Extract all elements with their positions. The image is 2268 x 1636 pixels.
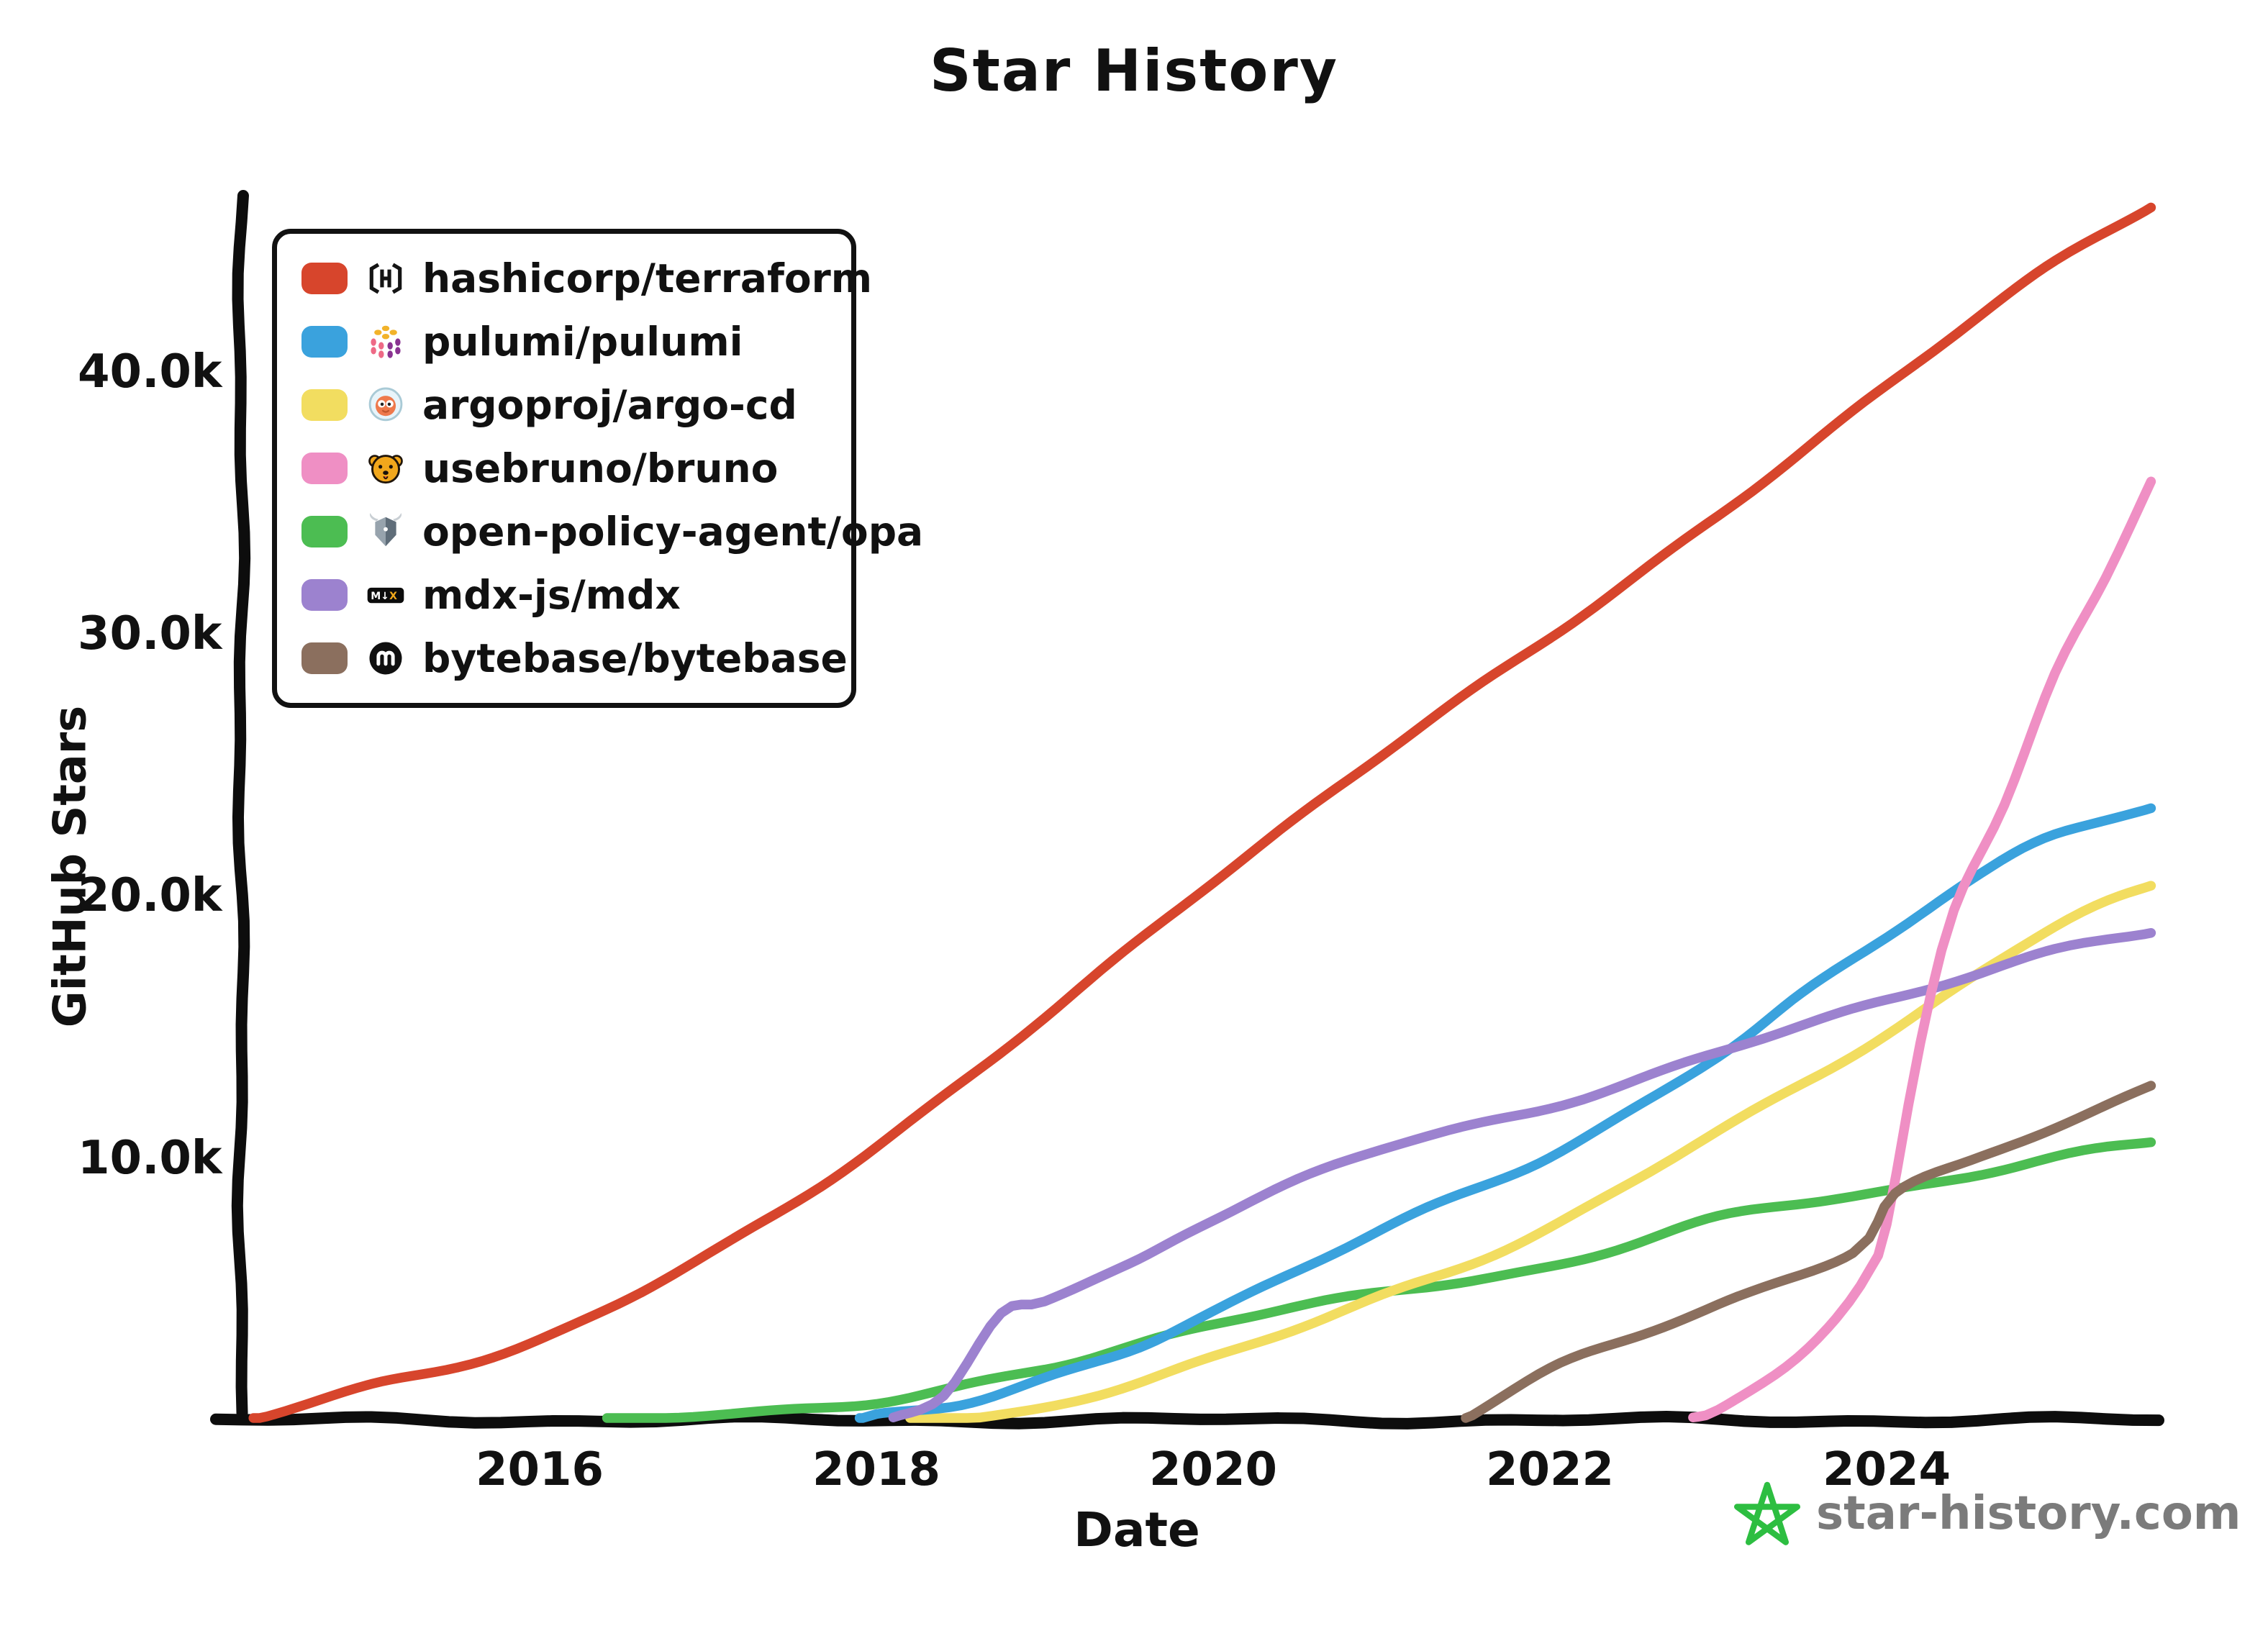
watermark-text: star-history.com (1816, 1487, 2241, 1540)
y-tick-label: 20.0k (78, 869, 222, 923)
opa-logo-icon (366, 512, 405, 551)
series-line-pulumi-pulumi (854, 803, 2156, 1423)
x-axis-title: Date (1074, 1502, 1200, 1558)
y-tick-label: 10.0k (78, 1131, 222, 1185)
legend-swatch (301, 516, 348, 547)
series-line-usebruno-bruno (1688, 476, 2156, 1422)
star-history-logo-icon (1733, 1479, 1802, 1548)
legend-swatch (301, 453, 348, 484)
terraform-logo-icon (366, 259, 405, 298)
legend-swatch (301, 642, 348, 674)
legend-swatch (301, 579, 348, 611)
series-line-bytebase-bytebase (1461, 1081, 2156, 1423)
bruno-logo-icon (366, 449, 405, 488)
mdx-logo-icon: M↓ X (366, 576, 405, 614)
legend-item[interactable]: open-policy-agent/opa (301, 509, 923, 555)
legend-label: bytebase/bytebase (422, 635, 848, 681)
series-line-hashicorp-terraform (248, 202, 2156, 1423)
legend-item[interactable]: argoproj/argo-cd (301, 382, 827, 428)
legend-item[interactable]: pulumi/pulumi (301, 319, 827, 365)
legend-item[interactable]: bytebase/bytebase (301, 635, 848, 681)
chart-title: Star History (930, 37, 1338, 104)
x-tick-label: 2020 (1148, 1443, 1278, 1496)
legend-label: hashicorp/terraform (422, 255, 873, 301)
argocd-logo-icon (366, 386, 405, 424)
legend-label: pulumi/pulumi (422, 319, 743, 365)
legend-item[interactable]: hashicorp/terraform (301, 255, 872, 301)
legend-label: usebruno/bruno (422, 445, 779, 491)
legend-label: mdx-js/mdx (422, 572, 681, 618)
x-tick-label: 2022 (1485, 1443, 1615, 1496)
watermark[interactable]: star-history.com (1733, 1479, 2241, 1548)
x-tick-label: 2018 (812, 1443, 941, 1496)
bytebase-logo-icon (366, 639, 405, 678)
y-axis-line (231, 190, 251, 1419)
legend-label: open-policy-agent/opa (422, 509, 924, 555)
legend-swatch (301, 263, 348, 294)
x-tick-label: 2024 (1822, 1443, 1951, 1496)
y-tick-label: 30.0k (78, 607, 222, 661)
x-tick-label: 2016 (475, 1443, 604, 1496)
legend-label: argoproj/argo-cd (422, 382, 797, 428)
y-tick-label: 40.0k (78, 345, 222, 399)
legend-swatch (301, 389, 348, 421)
svg-text:X: X (389, 591, 397, 602)
legend-swatch (301, 326, 348, 358)
legend: hashicorp/terraform pulumi/pulumi argoproj… (272, 229, 923, 708)
svg-text:M↓: M↓ (371, 591, 389, 602)
pulumi-logo-icon (366, 322, 405, 361)
series-line-argoproj-argo-cd (905, 881, 2156, 1423)
x-axis-line (210, 1411, 2164, 1430)
legend-item[interactable]: usebruno/bruno (301, 445, 827, 491)
series-line-mdx-js-mdx (888, 927, 2156, 1422)
y-axis-title: GitHub Stars (43, 705, 96, 1028)
